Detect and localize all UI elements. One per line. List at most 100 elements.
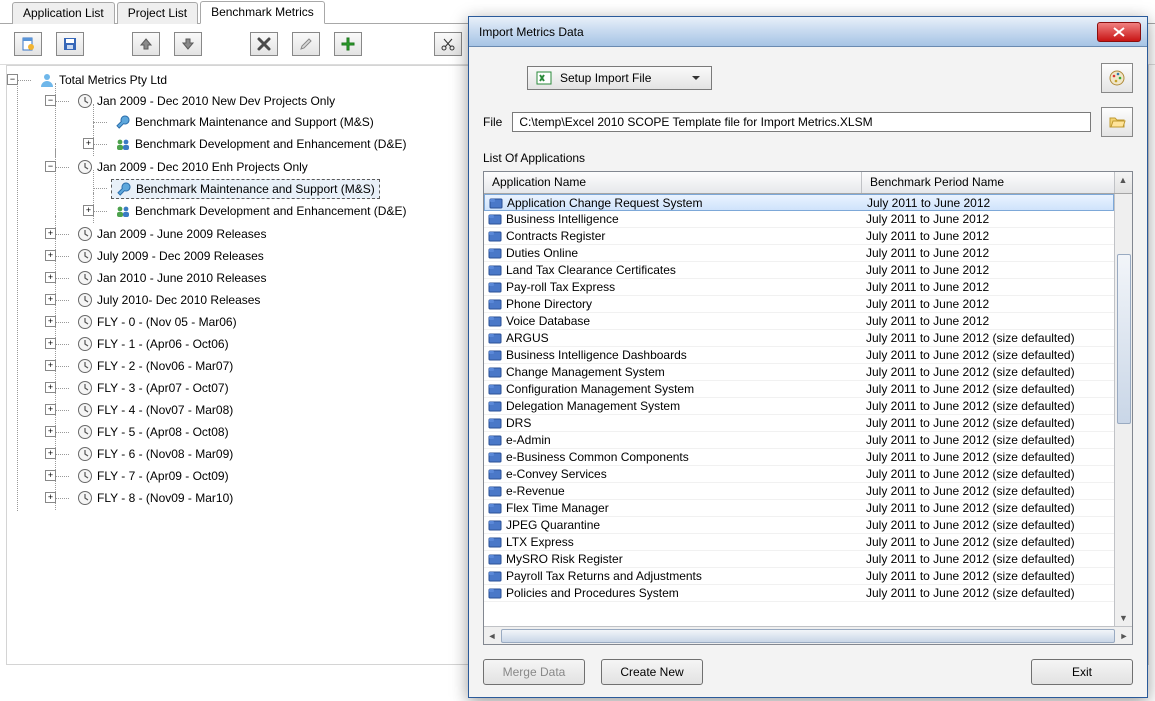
file-path-input[interactable] xyxy=(512,112,1091,132)
grid-row[interactable]: Business Intelligence July 2011 to June … xyxy=(484,211,1114,228)
new-button[interactable] xyxy=(14,32,42,56)
settings-button[interactable] xyxy=(1101,63,1133,93)
grid-horizontal-scrollbar[interactable]: ◄ ► xyxy=(484,626,1132,644)
tree-expander[interactable]: + xyxy=(45,470,56,481)
tree-node[interactable]: Benchmark Development and Enhancement (D… xyxy=(111,135,410,153)
tree-node[interactable]: FLY - 6 - (Nov08 - Mar09) xyxy=(73,445,237,463)
dialog-close-button[interactable] xyxy=(1097,22,1141,42)
clock-icon xyxy=(77,446,93,462)
tree-node[interactable]: Jan 2009 - Dec 2010 Enh Projects Only xyxy=(73,158,312,176)
tree-expander[interactable]: + xyxy=(45,492,56,503)
column-benchmark-period[interactable]: Benchmark Period Name xyxy=(862,172,1114,193)
grid-row[interactable]: MySRO Risk Register July 2011 to June 20… xyxy=(484,551,1114,568)
tree-expander[interactable]: − xyxy=(7,74,18,85)
tree-node[interactable]: FLY - 3 - (Apr07 - Oct07) xyxy=(73,379,233,397)
folder-icon xyxy=(488,536,502,548)
tree-expander[interactable]: + xyxy=(45,448,56,459)
tree-expander[interactable]: + xyxy=(45,294,56,305)
folder-icon xyxy=(488,519,502,531)
clock-icon xyxy=(77,490,93,506)
grid-row[interactable]: Configuration Management System July 201… xyxy=(484,381,1114,398)
tab-application-list[interactable]: Application List xyxy=(12,2,115,24)
grid-row[interactable]: ARGUS July 2011 to June 2012 (size defau… xyxy=(484,330,1114,347)
tree-expander[interactable]: + xyxy=(45,250,56,261)
folder-icon xyxy=(488,485,502,497)
grid-row[interactable]: DRS July 2011 to June 2012 (size default… xyxy=(484,415,1114,432)
grid-row[interactable]: Delegation Management System July 2011 t… xyxy=(484,398,1114,415)
grid-row[interactable]: Application Change Request System July 2… xyxy=(484,194,1114,211)
tree-expander[interactable]: + xyxy=(45,426,56,437)
tree-node[interactable]: July 2010- Dec 2010 Releases xyxy=(73,291,264,309)
wrench-icon xyxy=(115,114,131,130)
grid-row[interactable]: e-Admin July 2011 to June 2012 (size def… xyxy=(484,432,1114,449)
tree-expander[interactable]: − xyxy=(45,161,56,172)
grid-row[interactable]: Change Management System July 2011 to Ju… xyxy=(484,364,1114,381)
tree-node[interactable]: Jan 2009 - Dec 2010 New Dev Projects Onl… xyxy=(73,92,339,110)
grid-row[interactable]: e-Revenue July 2011 to June 2012 (size d… xyxy=(484,483,1114,500)
grid-row[interactable]: Phone Directory July 2011 to June 2012 xyxy=(484,296,1114,313)
grid-row[interactable]: Flex Time Manager July 2011 to June 2012… xyxy=(484,500,1114,517)
move-down-button[interactable] xyxy=(174,32,202,56)
grid-row[interactable]: e-Convey Services July 2011 to June 2012… xyxy=(484,466,1114,483)
tree-expander[interactable]: + xyxy=(83,205,94,216)
grid-row[interactable]: Voice Database July 2011 to June 2012 xyxy=(484,313,1114,330)
tree-node[interactable]: FLY - 7 - (Apr09 - Oct09) xyxy=(73,467,233,485)
tree-node[interactable]: FLY - 1 - (Apr06 - Oct06) xyxy=(73,335,233,353)
tree-node[interactable]: July 2009 - Dec 2009 Releases xyxy=(73,247,268,265)
grid-row[interactable]: Pay-roll Tax Express July 2011 to June 2… xyxy=(484,279,1114,296)
tree-node[interactable]: FLY - 4 - (Nov07 - Mar08) xyxy=(73,401,237,419)
grid-row[interactable]: Land Tax Clearance Certificates July 201… xyxy=(484,262,1114,279)
create-new-button[interactable]: Create New xyxy=(601,659,703,685)
tree-node[interactable]: FLY - 8 - (Nov09 - Mar10) xyxy=(73,489,237,507)
grid-row[interactable]: Contracts Register July 2011 to June 201… xyxy=(484,228,1114,245)
applications-grid[interactable]: Application Name Benchmark Period Name ▲… xyxy=(483,171,1133,645)
grid-vertical-scrollbar[interactable]: ▼ xyxy=(1114,194,1132,626)
tree-expander[interactable]: + xyxy=(45,404,56,415)
tree-node[interactable]: FLY - 2 - (Nov06 - Mar07) xyxy=(73,357,237,375)
move-up-button[interactable] xyxy=(132,32,160,56)
tree-expander[interactable]: + xyxy=(45,316,56,327)
import-metrics-dialog: Import Metrics Data Setup Import File Fi… xyxy=(468,16,1148,698)
folder-icon xyxy=(488,383,502,395)
add-button[interactable] xyxy=(334,32,362,56)
tree-node[interactable]: Benchmark Maintenance and Support (M&S) xyxy=(111,179,380,199)
setup-import-file-button[interactable]: Setup Import File xyxy=(527,66,712,90)
exit-button[interactable]: Exit xyxy=(1031,659,1133,685)
browse-file-button[interactable] xyxy=(1101,107,1133,137)
tree-node[interactable]: FLY - 5 - (Apr08 - Oct08) xyxy=(73,423,233,441)
tree-node[interactable]: Jan 2010 - June 2010 Releases xyxy=(73,269,270,287)
grid-row[interactable]: Duties Online July 2011 to June 2012 xyxy=(484,245,1114,262)
tree-node[interactable]: FLY - 0 - (Nov 05 - Mar06) xyxy=(73,313,241,331)
tree-node[interactable]: Jan 2009 - June 2009 Releases xyxy=(73,225,270,243)
delete-button[interactable] xyxy=(250,32,278,56)
tree-node[interactable]: Benchmark Development and Enhancement (D… xyxy=(111,202,410,220)
grid-row[interactable]: Policies and Procedures System July 2011… xyxy=(484,585,1114,602)
grid-row[interactable]: JPEG Quarantine July 2011 to June 2012 (… xyxy=(484,517,1114,534)
tree-node[interactable]: Benchmark Maintenance and Support (M&S) xyxy=(111,113,378,131)
palette-icon xyxy=(1108,69,1126,87)
folder-icon xyxy=(489,197,503,209)
tree-expander[interactable]: + xyxy=(45,228,56,239)
tree-expander[interactable]: + xyxy=(83,138,94,149)
tree-expander[interactable]: + xyxy=(45,382,56,393)
save-button[interactable] xyxy=(56,32,84,56)
grid-row[interactable]: LTX Express July 2011 to June 2012 (size… xyxy=(484,534,1114,551)
tab-benchmark-metrics[interactable]: Benchmark Metrics xyxy=(200,1,325,24)
tree-expander[interactable]: + xyxy=(45,360,56,371)
folder-icon xyxy=(488,366,502,378)
edit-button[interactable] xyxy=(292,32,320,56)
grid-scroll-up[interactable]: ▲ xyxy=(1114,172,1132,193)
tree-expander[interactable]: + xyxy=(45,272,56,283)
column-application-name[interactable]: Application Name xyxy=(484,172,862,193)
grid-row[interactable]: Payroll Tax Returns and Adjustments July… xyxy=(484,568,1114,585)
grid-row[interactable]: Business Intelligence Dashboards July 20… xyxy=(484,347,1114,364)
folder-icon xyxy=(488,570,502,582)
merge-data-button[interactable]: Merge Data xyxy=(483,659,585,685)
tree-expander[interactable]: − xyxy=(45,95,56,106)
tab-project-list[interactable]: Project List xyxy=(117,2,198,24)
cut-button[interactable] xyxy=(434,32,462,56)
x-icon xyxy=(256,36,272,52)
dialog-titlebar[interactable]: Import Metrics Data xyxy=(469,17,1147,47)
grid-row[interactable]: e-Business Common Components July 2011 t… xyxy=(484,449,1114,466)
tree-expander[interactable]: + xyxy=(45,338,56,349)
